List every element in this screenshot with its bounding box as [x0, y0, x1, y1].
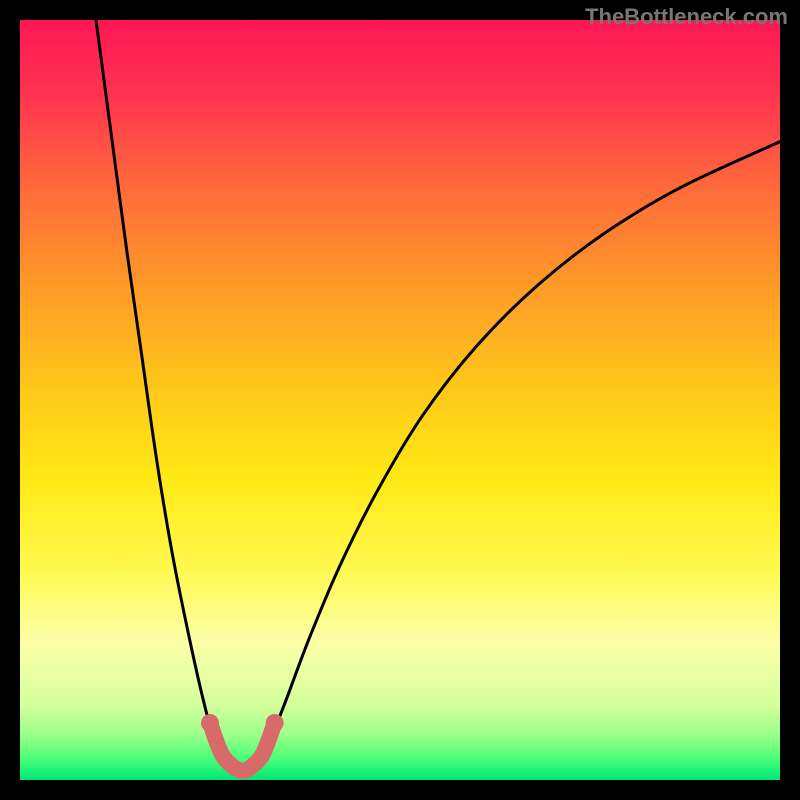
highlight-dot-left — [201, 714, 219, 732]
chart-svg — [0, 0, 800, 800]
plot-area — [20, 20, 780, 780]
highlight-dot-right — [266, 714, 284, 732]
watermark-label: TheBottleneck.com — [585, 4, 788, 30]
bottleneck-chart: TheBottleneck.com — [0, 0, 800, 800]
